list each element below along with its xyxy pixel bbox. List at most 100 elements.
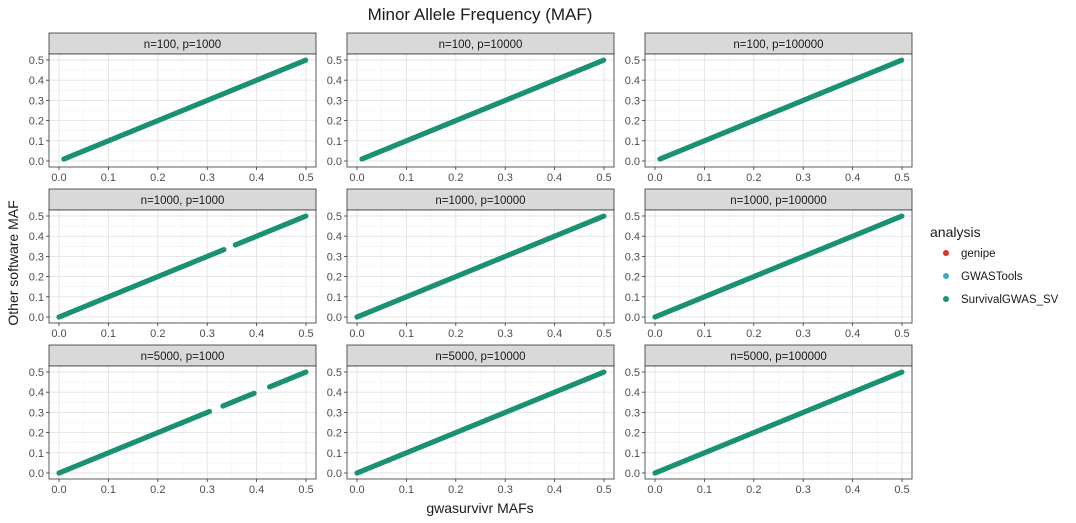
data-point: [206, 408, 213, 415]
x-tick-label: 0.3: [200, 328, 215, 340]
y-tick-label: 0.0: [625, 312, 640, 324]
y-tick-label: 0.0: [327, 312, 342, 324]
x-tick-label: 0.2: [746, 172, 761, 184]
legend-item: genipe: [943, 248, 996, 260]
y-tick-label: 0.1: [29, 448, 44, 460]
y-tick-label: 0.5: [327, 211, 342, 223]
data-points: [652, 369, 905, 476]
x-tick-label: 0.3: [796, 172, 811, 184]
x-tick-label: 0.3: [200, 172, 215, 184]
legend-item: SurvivalGWAS_SV: [943, 294, 1059, 306]
y-tick-label: 0.5: [625, 55, 640, 67]
y-tick-label: 0.5: [327, 55, 342, 67]
y-tick-label: 0.4: [29, 231, 44, 243]
x-tick-label: 0.0: [51, 172, 66, 184]
panel-border: [48, 365, 317, 480]
legend-key: [943, 273, 949, 279]
y-tick-label: 0.1: [327, 136, 342, 148]
y-tick-label: 0.0: [29, 312, 44, 324]
x-tick-label: 0.2: [448, 172, 463, 184]
legend-title: analysis: [930, 224, 981, 240]
y-tick-label: 0.4: [327, 387, 342, 399]
y-tick-label: 0.0: [327, 156, 342, 168]
data-points: [354, 213, 607, 320]
x-tick-label: 0.0: [349, 172, 364, 184]
panel-border: [48, 53, 317, 168]
legend-label: GWASTools: [961, 271, 1023, 283]
x-tick-label: 0.4: [547, 172, 562, 184]
facet-strip-label: n=100, p=1000: [144, 39, 221, 51]
data-point: [601, 57, 607, 63]
y-tick-label: 0.2: [625, 116, 640, 128]
panel-border: [644, 209, 913, 324]
panel-border: [644, 365, 913, 480]
y-tick-label: 0.4: [625, 75, 640, 87]
x-tick-label: 0.3: [796, 328, 811, 340]
y-tick-label: 0.4: [327, 75, 342, 87]
y-tick-label: 0.5: [29, 55, 44, 67]
facet-panels: n=100, p=1000 0.0 0.1 0.2 0.3 0.4 0.5 0.0 0.1 0.2…: [29, 32, 913, 496]
data-points: [61, 57, 309, 162]
y-tick-label: 0.2: [625, 428, 640, 440]
x-tick-label: 0.0: [349, 484, 364, 496]
y-tick-label: 0.5: [327, 367, 342, 379]
x-tick-label: 0.3: [200, 484, 215, 496]
data-point: [601, 213, 607, 219]
y-tick-label: 0.4: [625, 387, 640, 399]
x-tick-label: 0.3: [796, 484, 811, 496]
facet-strip-label: n=5000, p=10000: [435, 351, 525, 363]
data-point: [899, 213, 905, 219]
data-point: [303, 213, 309, 219]
data-point: [601, 369, 607, 375]
legend-key: [943, 296, 949, 302]
gridlines: [645, 210, 912, 323]
facet-panel: n=1000, p=10000 0.0 0.1 0.2 0.3 0.4 0.5 0.0 0.1 0…: [327, 188, 615, 340]
x-tick-label: 0.1: [399, 172, 414, 184]
facet-panel: n=1000, p=1000 0.0 0.1 0.2 0.3 0.4 0.5 0.0 0.1 0.…: [29, 188, 317, 340]
x-tick-label: 0.5: [596, 172, 611, 184]
y-tick-label: 0.1: [625, 448, 640, 460]
x-tick-label: 0.1: [697, 484, 712, 496]
y-tick-label: 0.5: [29, 211, 44, 223]
y-tick-label: 0.3: [29, 251, 44, 263]
x-axis-title: gwasurvivr MAFs: [426, 500, 533, 516]
facet-strip-label: n=5000, p=100000: [730, 351, 827, 363]
y-tick-label: 0.4: [625, 231, 640, 243]
y-tick-label: 0.0: [29, 468, 44, 480]
y-tick-label: 0.3: [29, 407, 44, 419]
y-tick-label: 0.0: [625, 156, 640, 168]
facet-panel: n=100, p=100000 0.0 0.1 0.2 0.3 0.4 0.5 0.0 0.1 0…: [625, 32, 913, 184]
x-tick-label: 0.5: [894, 484, 909, 496]
facet-strip-label: n=1000, p=1000: [141, 195, 225, 207]
x-tick-label: 0.0: [51, 484, 66, 496]
x-tick-label: 0.0: [51, 328, 66, 340]
facet-panel: n=5000, p=100000 0.0 0.1 0.2 0.3 0.4 0.5 0.0 0.1…: [625, 344, 913, 496]
gridlines: [645, 366, 912, 479]
x-tick-label: 0.1: [101, 484, 116, 496]
data-point: [303, 57, 309, 63]
x-tick-label: 0.4: [547, 328, 562, 340]
x-tick-label: 0.4: [249, 328, 264, 340]
panel-border: [346, 53, 615, 168]
x-tick-label: 0.2: [448, 328, 463, 340]
data-points: [657, 57, 905, 162]
facet-strip-label: n=100, p=100000: [733, 39, 823, 51]
y-tick-label: 0.2: [29, 116, 44, 128]
x-tick-label: 0.1: [697, 328, 712, 340]
x-tick-label: 0.5: [596, 328, 611, 340]
x-tick-label: 0.2: [746, 328, 761, 340]
y-tick-label: 0.3: [625, 251, 640, 263]
y-tick-label: 0.4: [327, 231, 342, 243]
x-tick-label: 0.5: [298, 328, 313, 340]
y-tick-label: 0.3: [327, 95, 342, 107]
panel-border: [346, 209, 615, 324]
x-tick-label: 0.2: [746, 484, 761, 496]
x-tick-label: 0.0: [647, 172, 662, 184]
x-tick-label: 0.1: [697, 172, 712, 184]
y-tick-label: 0.2: [327, 428, 342, 440]
legend-label: SurvivalGWAS_SV: [961, 294, 1059, 306]
y-tick-label: 0.0: [327, 468, 342, 480]
x-tick-label: 0.5: [298, 484, 313, 496]
legend-item: GWASTools: [943, 271, 1023, 283]
y-tick-label: 0.3: [327, 251, 342, 263]
